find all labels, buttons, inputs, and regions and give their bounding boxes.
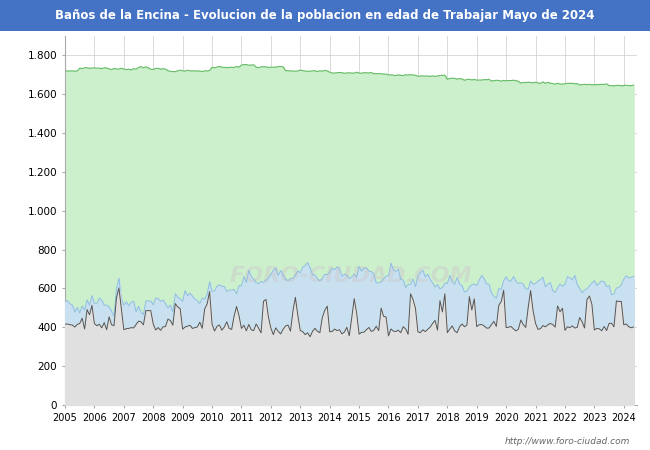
Text: Baños de la Encina - Evolucion de la poblacion en edad de Trabajar Mayo de 2024: Baños de la Encina - Evolucion de la pob… bbox=[55, 9, 595, 22]
Text: FORO-CIUDAD.COM: FORO-CIUDAD.COM bbox=[229, 266, 473, 286]
Text: http://www.foro-ciudad.com: http://www.foro-ciudad.com bbox=[505, 436, 630, 446]
